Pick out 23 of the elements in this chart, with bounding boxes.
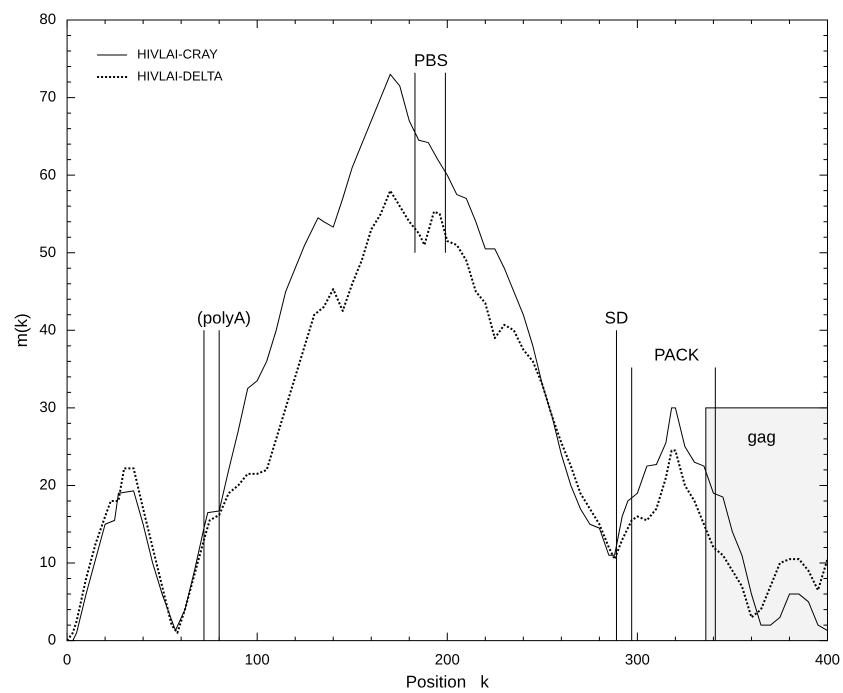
y-axis-title: m(k) [12, 313, 31, 348]
band-label: gag [747, 428, 776, 447]
x-axis-title: Position k [406, 672, 490, 692]
x-tick-label: 300 [624, 652, 650, 669]
y-tick-label: 0 [48, 632, 56, 649]
legend-label: HIVLAI-CRAY [137, 46, 218, 62]
ref-line-label: (polyA) [197, 308, 251, 328]
x-tick-label: 400 [814, 652, 840, 669]
x-tick-label: 100 [244, 652, 270, 669]
x-tick-label: 200 [434, 652, 460, 669]
x-tick-label: 0 [62, 652, 72, 669]
y-tick-label: 60 [39, 166, 56, 184]
ref-line-label: SD [604, 308, 628, 328]
y-tick-label: 10 [39, 554, 56, 572]
legend-label: HIVLAI-DELTA [137, 68, 223, 84]
ref-line-label: PBS [414, 50, 448, 70]
y-tick-label: 70 [39, 88, 56, 106]
y-tick-label: 40 [39, 321, 56, 338]
ref-line-label: PACK [654, 346, 700, 365]
y-tick-label: 50 [39, 244, 56, 261]
y-tick-label: 80 [39, 11, 56, 28]
y-tick-label: 30 [39, 399, 56, 416]
y-tick-label: 20 [39, 476, 56, 494]
